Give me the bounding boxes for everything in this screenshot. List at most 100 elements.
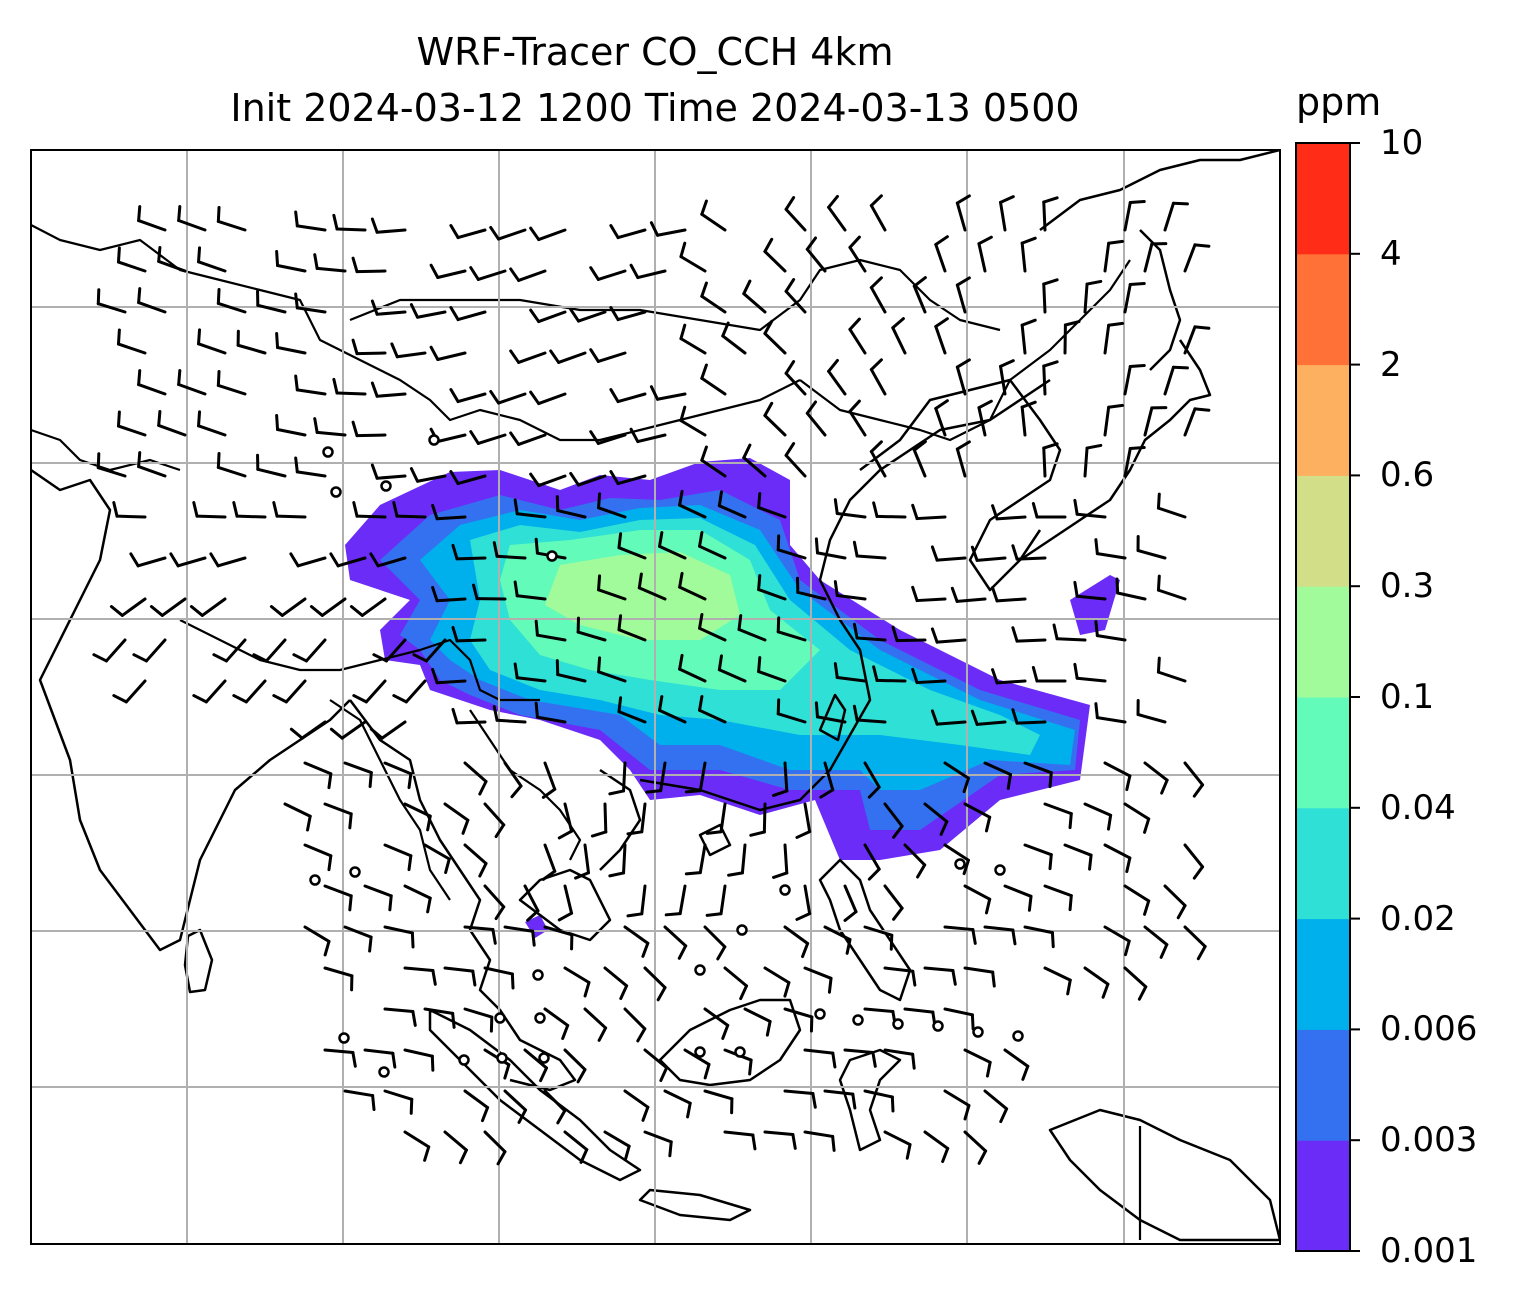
- wind-barb-flag: [309, 605, 324, 617]
- wind-barb-flag: [349, 605, 364, 617]
- wind-barb-flag: [649, 385, 660, 401]
- wind-barb-staff: [719, 802, 727, 834]
- wind-barb-staff: [843, 884, 858, 914]
- wind-barb-flag: [351, 1050, 357, 1068]
- calm-wind-marker: [954, 858, 966, 870]
- wind-barb-staff: [1123, 282, 1132, 314]
- wind-barb-staff: [1183, 407, 1197, 437]
- wind-barb-flag: [619, 984, 629, 1001]
- colorbar-tick-label: 4: [1380, 233, 1402, 274]
- wind-barb-flag: [327, 772, 333, 790]
- wind-barb-staff: [1156, 506, 1187, 519]
- wind-barb-staff: [679, 337, 707, 355]
- wind-barb-flag: [451, 707, 459, 725]
- wind-barb-staff: [637, 586, 667, 601]
- wind-barb-staff: [763, 1130, 795, 1137]
- wind-barb-staff: [935, 720, 967, 726]
- wind-barb-staff: [456, 474, 487, 486]
- wind-barb-staff: [577, 474, 607, 487]
- wind-barb-staff: [823, 925, 852, 942]
- wind-barb-flag: [668, 1140, 673, 1158]
- wind-barb-staff: [848, 245, 867, 273]
- wind-barb-flag: [569, 471, 581, 487]
- wind-barb-flag: [1106, 813, 1113, 831]
- wind-barb-staff: [815, 551, 847, 560]
- border-himalaya: [179, 619, 540, 702]
- wind-barb-flag: [1042, 278, 1059, 286]
- wind-barb-flag: [827, 976, 833, 994]
- wind-barb-staff: [1116, 591, 1147, 601]
- wind-barb-flag: [970, 709, 979, 726]
- wind-barb-staff: [955, 447, 967, 478]
- wind-barb-staff: [355, 351, 387, 356]
- wind-barb-staff: [912, 284, 927, 314]
- wind-barb-staff: [343, 761, 373, 775]
- wind-barb-staff: [537, 392, 567, 406]
- wind-barb-flag: [891, 317, 905, 330]
- wind-barb-staff: [934, 243, 947, 273]
- wind-barb-staff: [563, 966, 591, 984]
- wind-barb-staff: [1020, 241, 1027, 273]
- wind-barb-flag: [784, 360, 796, 375]
- wind-barb-staff: [955, 283, 967, 314]
- wind-barb-flag: [539, 1066, 548, 1083]
- wind-barb-staff: [535, 715, 567, 724]
- wind-barb-flag: [609, 388, 620, 404]
- wind-barb-flag: [977, 1149, 988, 1165]
- wind-barb-staff: [144, 638, 167, 663]
- wind-barb-flag: [216, 205, 221, 223]
- wind-barb-flag: [480, 1106, 490, 1123]
- wind-barb-staff: [1123, 446, 1132, 478]
- wind-barb-staff: [743, 1007, 772, 1023]
- wind-barb-flag: [137, 287, 142, 305]
- coastline-java: [638, 1188, 752, 1222]
- wind-barb-flag: [1171, 365, 1189, 370]
- wind-barb-flag: [700, 445, 708, 462]
- wind-barb-flag: [617, 614, 623, 632]
- wind-barb-flag: [955, 358, 971, 369]
- wind-barb-staff: [303, 925, 331, 943]
- wind-barb-flag: [867, 785, 881, 799]
- wind-barb-staff: [855, 718, 887, 724]
- wind-barb-staff: [1042, 364, 1047, 396]
- calm-wind-marker: [538, 1052, 550, 1064]
- wind-barb-flag: [348, 894, 353, 912]
- wind-barb-staff: [863, 761, 881, 789]
- wind-barb-staff: [124, 679, 147, 704]
- wind-barb-staff: [296, 556, 327, 568]
- wind-barb-staff: [340, 720, 367, 740]
- wind-barb-staff: [617, 628, 647, 642]
- wind-barb-flag: [292, 653, 308, 663]
- wind-barb-flag: [801, 942, 810, 959]
- wind-barb-flag: [814, 537, 819, 555]
- wind-barb-staff: [597, 588, 627, 601]
- wind-barb-staff: [515, 676, 547, 683]
- wind-barb-staff: [955, 201, 967, 232]
- wind-barb-flag: [431, 585, 439, 603]
- wind-barb-staff: [137, 383, 167, 396]
- wind-barb-staff: [1083, 966, 1110, 986]
- wind-barb-staff: [476, 269, 507, 281]
- wind-barb-staff: [763, 331, 787, 355]
- wind-barb-flag: [388, 894, 393, 912]
- wind-barb-flag: [911, 667, 919, 685]
- wind-barb-staff: [776, 712, 807, 724]
- wind-barb-staff: [762, 802, 767, 834]
- wind-barb-flag: [534, 701, 539, 719]
- wind-barb-flag: [289, 552, 300, 568]
- wind-barb-staff: [415, 310, 447, 319]
- wind-barb-staff: [497, 392, 527, 405]
- wind-barb-flag: [451, 1011, 456, 1029]
- wind-barb-staff: [557, 351, 587, 364]
- wind-barb-staff: [375, 228, 407, 234]
- wind-barb-flag: [461, 818, 470, 835]
- wind-barb-staff: [463, 1007, 494, 1019]
- wind-barb-flag: [169, 552, 180, 568]
- calm-wind-marker: [494, 1012, 506, 1024]
- wind-barb-flag: [991, 668, 999, 685]
- wind-barb-staff: [1103, 925, 1131, 943]
- wind-barb-flag: [717, 490, 723, 508]
- wind-barb-flag: [851, 1092, 857, 1110]
- colorbar-segment: [1296, 1029, 1350, 1141]
- wind-barb-staff: [323, 966, 354, 978]
